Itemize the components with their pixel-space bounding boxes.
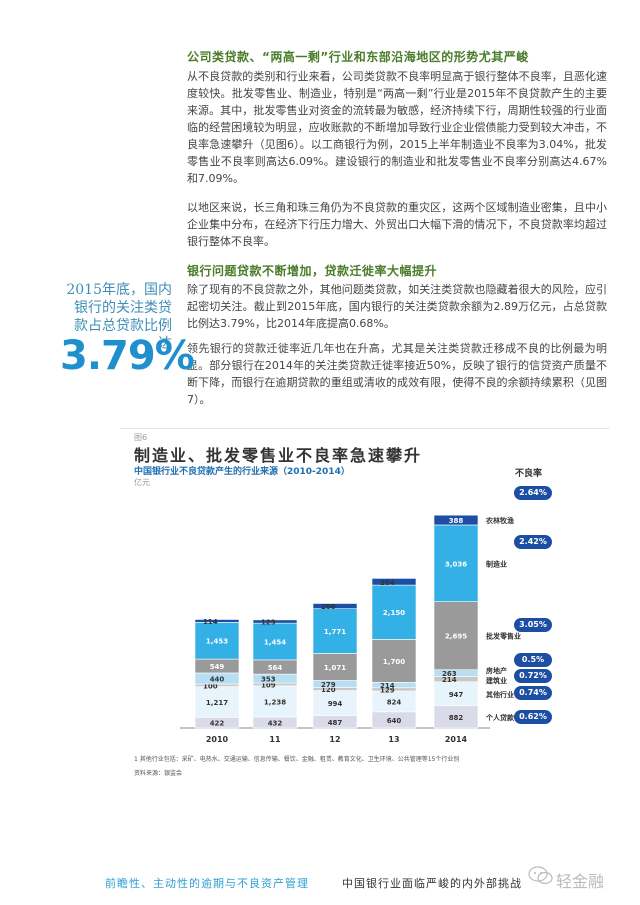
section2-paragraph-2: 领先银行的贷款迁徙率近几年也在升高，尤其是关注类贷款迁移成不良的比例最为明显。部… [187, 342, 607, 406]
data-label: 1,217 [206, 699, 228, 707]
data-label: 388 [449, 517, 464, 525]
data-label: 2,695 [445, 633, 467, 641]
data-label: 824 [387, 698, 402, 706]
data-label: 109 [261, 681, 276, 689]
bar-segment [252, 622, 298, 661]
rate-badge-wholesale-retail: 3.05% [514, 618, 552, 632]
data-label: 1,454 [264, 639, 286, 647]
x-tick-label: 13 [388, 735, 399, 744]
series-legend-label: 批发零售业 [486, 632, 521, 641]
data-label: 440 [210, 676, 225, 684]
data-label: 100 [203, 682, 218, 690]
data-label: 214 [380, 682, 395, 690]
x-tick-label: 2014 [445, 735, 468, 744]
series-legend-label: 个人贷款 [485, 713, 515, 722]
rate-badge-agriculture: 2.64% [514, 486, 552, 500]
data-label: 882 [449, 714, 464, 722]
data-label: 264 [380, 579, 395, 587]
wechat-icon [528, 866, 554, 886]
series-legend-label: 房地产 [486, 666, 507, 675]
bar-segment [252, 619, 298, 624]
data-label: 432 [268, 720, 283, 728]
figure-subtitle: 中国银行业不良贷款产生的行业来源（2010-2014） [134, 467, 350, 477]
data-label: 2,150 [383, 609, 405, 617]
rate-badge-other-industries: 0.74% [514, 686, 552, 700]
data-label: 263 [442, 670, 457, 678]
data-label: 114 [203, 618, 218, 626]
rate-badge-manufacturing: 2.42% [514, 535, 552, 549]
series-legend-label: 建筑业 [486, 676, 507, 685]
data-label: 279 [321, 681, 336, 689]
bar-segment [194, 622, 240, 660]
rate-badge-construction: 0.72% [514, 669, 552, 683]
data-label: 129 [380, 686, 395, 694]
data-label: 1,700 [383, 658, 405, 666]
data-label: 947 [449, 691, 464, 699]
bar-segment [194, 686, 240, 718]
data-label: 422 [210, 720, 225, 728]
data-label: 214 [442, 676, 457, 684]
data-label: 1,771 [324, 628, 346, 636]
bar-segment [371, 584, 417, 640]
data-label: 487 [328, 719, 343, 727]
bar-segment [194, 619, 240, 623]
section2-paragraph-1: 除了现有的不良贷款之外，其他问题类贷款，如关注类贷款也隐藏着很大的风险，应引起密… [187, 283, 607, 330]
data-label: 640 [387, 717, 402, 725]
bar-segment [371, 578, 417, 586]
figure-source: 资料来源：银监会 [134, 770, 183, 777]
data-label: 564 [268, 664, 283, 672]
figure-footnote: 1 其他行业包括：采矿、电热水、交通运输、信息传输、餐饮、金融、租赁、教育文化、… [134, 756, 460, 763]
figure-label: 图6 [134, 433, 148, 442]
bar-segment [433, 601, 479, 671]
data-label: 129 [261, 619, 276, 627]
footer-left-title: 前瞻性、主动性的逾期与不良资产管理 [105, 877, 309, 890]
data-label: 3,036 [445, 560, 467, 568]
footer-right-title: 中国银行业面临严峻的内外部挑战 [342, 877, 522, 890]
figure-top-rule [120, 428, 610, 429]
data-label: 1,238 [264, 698, 286, 706]
sidebar-highlight-value: 3.79% [60, 333, 195, 379]
data-label: 206 [321, 603, 336, 611]
bar-segment [371, 639, 417, 683]
x-tick-label: 2010 [206, 735, 229, 744]
bar-segment [252, 685, 298, 718]
data-label: 1,071 [324, 664, 346, 672]
series-legend-label: 农林牧渔 [485, 516, 514, 525]
data-label: 994 [328, 700, 343, 708]
section-heading-problem-loans: 银行问题贷款不断增加，贷款迁徙率大幅提升 [187, 264, 438, 278]
sidebar-note: 2015年底，国内银行的关注类贷款占总贷款比例达 [66, 282, 172, 352]
rate-badge-personal-loans: 0.62% [514, 710, 552, 724]
section1-paragraph-2: 以地区来说，长三角和珠三角仍为不良贷款的重灾区，这两个区域制造业密集，且中小企业… [187, 201, 607, 248]
rate-column-header: 不良率 [515, 469, 543, 479]
figure-title: 制造业、批发零售业不良率急速攀升 [134, 446, 423, 465]
section1-paragraph-1: 从不良贷款的类别和行业来看，公司类贷款不良率明显高于银行整体不良率，且恶化速度较… [187, 70, 607, 185]
data-label: 549 [210, 663, 225, 671]
section-heading-corporate: 公司类贷款、“两高一剩”行业和东部沿海地区的形势尤其严峻 [187, 50, 529, 64]
watermark-text: 轻金融 [556, 872, 605, 891]
bar-segment [433, 524, 479, 602]
x-tick-label: 12 [329, 735, 340, 744]
x-tick-label: 11 [269, 735, 281, 744]
data-label: 353 [261, 676, 276, 684]
data-label: 1,453 [206, 638, 228, 646]
bar-segment [312, 603, 358, 610]
series-legend-label: 制造业 [486, 559, 507, 568]
bar-segment [433, 514, 479, 526]
figure-unit: 亿元 [134, 478, 150, 487]
bar-segment [312, 653, 358, 681]
rate-badge-real-estate: 0.5% [514, 653, 552, 667]
data-label: 120 [321, 686, 336, 694]
bar-segment [312, 608, 358, 654]
bar-segment [312, 690, 358, 716]
